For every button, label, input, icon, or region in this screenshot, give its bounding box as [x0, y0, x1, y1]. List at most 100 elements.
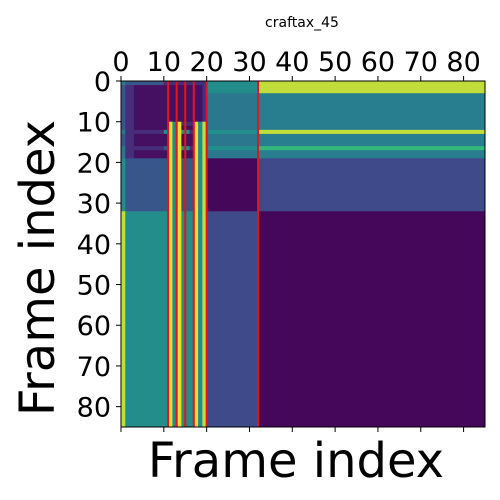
y-axis: 0 10 20 30 40 50 60 70 80 [77, 67, 121, 424]
heatmap-cell [206, 81, 259, 86]
heatmap-column-band [172, 121, 178, 428]
heatmap-cell [193, 85, 203, 94]
heatmap-column-band [168, 121, 173, 428]
heatmap-cell [163, 129, 169, 135]
heatmap-cell [258, 81, 263, 86]
heatmap-cell [125, 133, 135, 147]
heatmap-cell [163, 215, 169, 428]
plot-frame [120, 80, 486, 428]
segment-boundary-lines [167, 81, 260, 427]
heatmap-cell [206, 158, 259, 163]
x-tick-label: 20 [189, 47, 223, 78]
heatmap-cell [262, 121, 486, 127]
heatmap-cell [125, 158, 135, 163]
heatmap-cell [172, 93, 178, 123]
heatmap-cell [189, 85, 195, 94]
heatmap-cell [206, 85, 259, 94]
heatmap-cell [176, 158, 190, 163]
x-axis-label: Frame index [148, 433, 444, 489]
heatmap-cell [168, 93, 173, 123]
heatmap-cell [189, 162, 195, 212]
heatmap-cell [133, 158, 165, 163]
heatmap-cell [262, 85, 486, 94]
heatmap-cell [189, 211, 195, 216]
heatmap-cell [163, 85, 169, 94]
heatmap-cell [125, 121, 135, 127]
heatmap-cell [163, 162, 169, 212]
heatmap-cell [206, 125, 259, 131]
heatmap-cell [262, 146, 486, 151]
heatmap-cell [206, 162, 259, 212]
y-tick-label: 60 [77, 311, 111, 342]
heatmap-cell [176, 150, 190, 159]
heatmap-cell [189, 125, 195, 131]
heatmap-cell [189, 81, 195, 86]
heatmap-cell [176, 85, 190, 94]
heatmap-cell [121, 93, 126, 123]
heatmap-cell [189, 121, 195, 127]
heatmap-cell [121, 215, 126, 428]
heatmap-cell [262, 150, 486, 159]
heatmap-cell [202, 85, 208, 94]
heatmap-cell [168, 81, 173, 86]
heatmap-cell [262, 125, 486, 131]
heatmap-cell [121, 162, 126, 212]
heatmap-cell [262, 93, 486, 123]
heatmap-column-band [198, 121, 203, 428]
heatmap-cell [133, 146, 165, 151]
heatmap-cell [262, 215, 486, 428]
y-tick-label: 10 [77, 108, 111, 139]
y-axis-label: Frame index [10, 120, 66, 416]
x-tick-label: 50 [318, 47, 352, 78]
heatmap-cell [176, 93, 190, 123]
heatmap-cell [133, 211, 165, 216]
heatmap-cell [258, 162, 263, 212]
heatmap-cell [133, 162, 165, 212]
heatmap-cell [125, 162, 135, 212]
heatmap-cell [206, 215, 259, 428]
heatmap-cell [125, 85, 135, 94]
heatmap-cell [121, 146, 126, 151]
heatmap-cell [121, 81, 126, 86]
heatmap-cell [176, 146, 190, 151]
heatmap-cell [176, 129, 190, 135]
heatmap-cell [125, 81, 135, 86]
heatmap-cell [206, 146, 259, 151]
heatmap-cell [258, 133, 263, 147]
heatmap-cell [258, 150, 263, 159]
heatmap-cell [163, 81, 169, 86]
heatmap-cell [125, 125, 135, 131]
heatmap-cell [262, 129, 486, 135]
heatmap-cell [258, 211, 263, 216]
x-tick-label: 40 [275, 47, 309, 78]
heatmap-cell [262, 162, 486, 212]
heatmap-cell [125, 211, 135, 216]
heatmap-cell [206, 93, 259, 123]
heatmap-cell [258, 215, 263, 428]
heatmap-cell [121, 150, 126, 159]
heatmap-cell [202, 81, 208, 86]
x-axis-top: 0 10 20 30 40 50 60 70 80 [112, 47, 481, 81]
heatmap-cell [176, 81, 190, 86]
heatmap-cell [163, 146, 169, 151]
x-tick-label: 30 [232, 47, 266, 78]
heatmap-cell [133, 215, 165, 428]
heatmap-cell [193, 81, 203, 86]
heatmap-cell [163, 158, 169, 163]
heatmap-cell [121, 85, 126, 94]
heatmap-cell [163, 93, 169, 123]
heatmap-cell [206, 150, 259, 159]
heatmap-cell [189, 150, 195, 159]
heatmap-cells [121, 81, 486, 428]
heatmap-column-band [193, 121, 199, 428]
heatmap-cell [262, 81, 486, 86]
y-tick-label: 70 [77, 352, 111, 383]
heatmap-cell [258, 158, 263, 163]
heatmap-cell [163, 211, 169, 216]
heatmap-column-band [176, 121, 182, 428]
heatmap-cell [133, 121, 165, 127]
heatmap-cell [125, 146, 135, 151]
heatmap-cell [189, 215, 195, 428]
heatmap-cell [258, 146, 263, 151]
